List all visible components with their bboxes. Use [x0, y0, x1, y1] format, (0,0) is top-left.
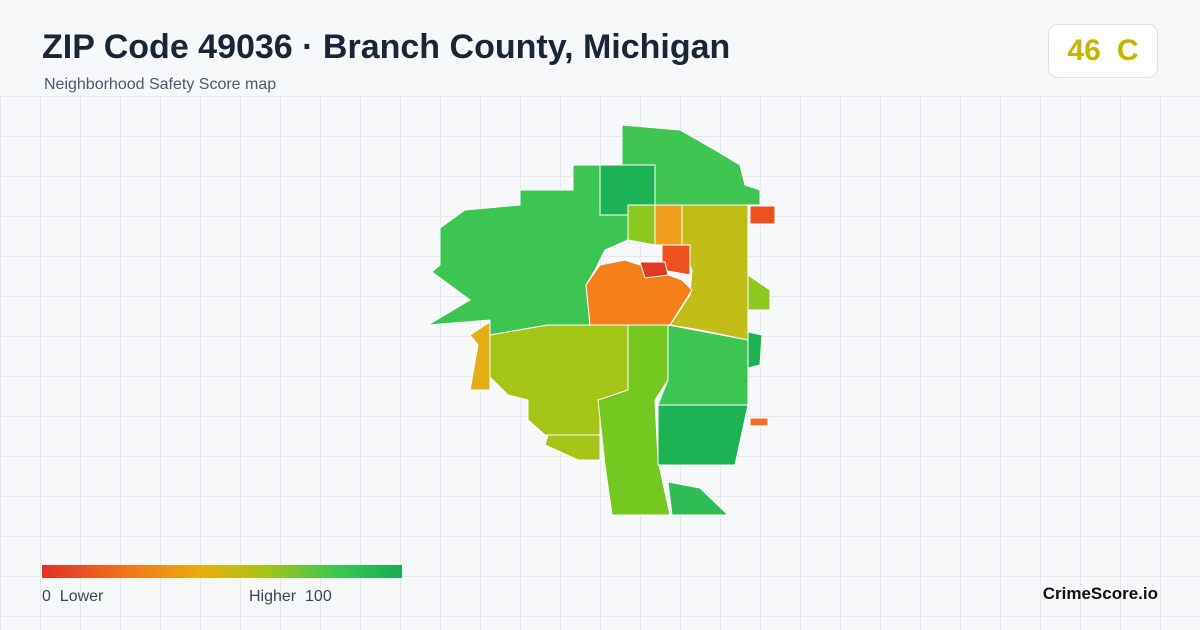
- map-region: [544, 434, 601, 461]
- legend-gradient: [42, 565, 402, 578]
- brand: CrimeScore.io: [1042, 584, 1158, 603]
- title: ZIP Code 49036 · Branch County, Michigan: [42, 28, 731, 66]
- score-value: 46: [1067, 34, 1101, 67]
- legend-min: 0 Lower: [42, 588, 103, 606]
- map-region: [639, 261, 669, 279]
- map-region: [627, 204, 656, 246]
- map-region: [585, 259, 693, 326]
- map-region: [749, 205, 776, 225]
- map-region: [749, 417, 769, 427]
- map-region: [427, 164, 629, 336]
- map-region: [747, 274, 771, 311]
- legend-max-value: 100: [305, 588, 332, 605]
- map-region: [667, 481, 730, 516]
- legend-min-label: Lower: [59, 588, 104, 605]
- map-region: [747, 331, 763, 369]
- subtitle: Neighborhood Safety Score map: [44, 76, 277, 93]
- score-badge: 46 C: [1048, 24, 1158, 78]
- legend-max-label: Higher: [249, 588, 297, 605]
- legend-min-value: 0: [42, 588, 51, 605]
- map-region: [657, 324, 749, 406]
- map-region: [469, 321, 491, 391]
- score-grade: C: [1116, 34, 1139, 67]
- legend-max: Higher 100: [249, 588, 332, 606]
- map-region: [654, 204, 683, 246]
- map-region: [657, 404, 749, 466]
